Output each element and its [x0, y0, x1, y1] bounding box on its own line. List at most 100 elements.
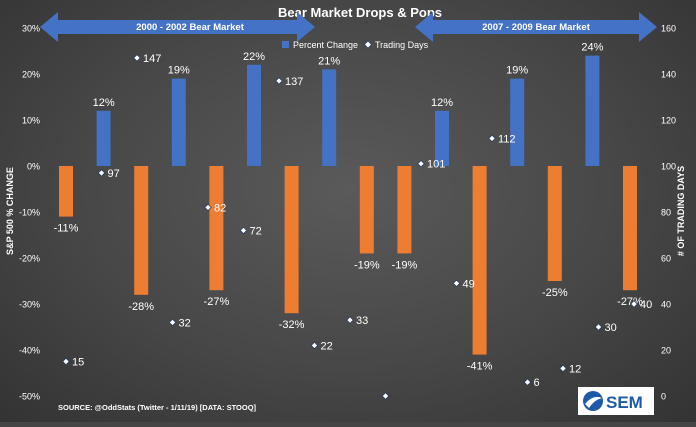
sem-logo: SEM	[578, 387, 654, 415]
y2-tick-label: 40	[661, 300, 671, 310]
y2-tick-label: 120	[661, 116, 676, 126]
y-tick-label: -40%	[19, 346, 40, 356]
y2-tick-label: 60	[661, 254, 671, 264]
legend-swatch-percent	[282, 41, 289, 48]
trading-day-point	[275, 77, 283, 85]
bar-data-label: 12%	[431, 97, 453, 109]
bar-data-label: -41%	[467, 361, 493, 373]
y2-tick-label: 20	[661, 346, 671, 356]
y-tick-label: -10%	[19, 208, 40, 218]
bar	[359, 166, 374, 254]
bar-data-label: 12%	[93, 97, 115, 109]
y2-axis-title: # OF TRADING DAYS	[676, 166, 686, 256]
trading-day-point	[239, 226, 248, 235]
bar-data-label: 19%	[506, 65, 528, 77]
bar	[171, 78, 186, 166]
bar	[284, 166, 299, 314]
trading-day-point	[488, 134, 496, 143]
bar-data-label: -11%	[54, 223, 79, 235]
trading-day-point	[559, 364, 567, 373]
point-data-label: 6	[534, 377, 540, 389]
period-label: 2000 - 2002 Bear Market	[136, 22, 245, 33]
trading-day-point	[346, 316, 354, 324]
point-data-label: 137	[285, 76, 303, 88]
legend-label-percent: Percent Change	[293, 40, 358, 50]
arrow-shape	[415, 12, 657, 42]
bar-data-label: -19%	[354, 259, 380, 271]
bar-data-label: 21%	[318, 55, 340, 67]
point-data-label: 101	[427, 159, 445, 171]
arrow-shape	[40, 12, 315, 42]
point-data-label: 33	[356, 315, 368, 327]
trading-day-point	[62, 357, 70, 366]
y2-tick-label: 100	[661, 162, 676, 172]
bar-data-label: 22%	[243, 51, 265, 63]
point-data-label: 72	[250, 225, 262, 237]
bar-data-label: -28%	[128, 301, 154, 313]
legend-label-days: Trading Days	[375, 40, 429, 50]
bar-data-label: -27%	[617, 296, 643, 308]
bars: -11% 12% -28% 19% -27% 22% -32% 21% -19% -19% 12% -…	[54, 42, 643, 373]
trading-day-point	[97, 169, 106, 177]
logo-swoosh-icon	[585, 396, 602, 408]
trading-day-point	[381, 392, 390, 400]
point-data-label: 97	[108, 168, 120, 180]
trading-day-point	[417, 160, 425, 168]
y-tick-label: -20%	[19, 254, 40, 264]
bar	[134, 166, 149, 295]
bar-data-label: 19%	[168, 65, 190, 77]
bar-data-label: 24%	[581, 42, 603, 54]
legend-marker-days	[364, 40, 372, 49]
bar	[397, 166, 412, 254]
y2-tick-label: 160	[661, 24, 676, 34]
trading-day-point	[630, 300, 638, 308]
legend: Percent Change Trading Days	[282, 40, 429, 50]
y-tick-label: 10%	[22, 116, 40, 126]
bar	[247, 64, 261, 166]
bar	[510, 78, 525, 166]
y-tick-label: 0%	[27, 162, 40, 172]
point-data-label: 30	[605, 322, 617, 334]
bar-data-label: -25%	[542, 287, 568, 299]
trading-day-points: 15 97 147 32 82 72 137 22 33 101 49 112 6 12 30 40	[62, 53, 652, 400]
bar-data-label: -27%	[204, 296, 230, 308]
point-data-label: 40	[640, 299, 652, 311]
point-data-label: 82	[214, 202, 226, 214]
point-data-label: 12	[569, 363, 581, 375]
point-data-label: 22	[321, 340, 333, 352]
y-tick-label: 20%	[22, 70, 40, 80]
trading-day-point	[310, 341, 319, 350]
point-data-label: 15	[72, 357, 84, 369]
source-note: SOURCE: @OddStats (Twitter - 1/11/19) [D…	[58, 403, 257, 412]
bar	[96, 110, 111, 166]
chart-title: Bear Market Drops & Pops	[278, 5, 442, 20]
point-data-label: 49	[463, 278, 475, 290]
y-axis-title: S&P 500 % CHANGE	[5, 167, 15, 255]
trading-day-point	[168, 318, 177, 327]
bar	[585, 55, 600, 166]
bar	[547, 166, 562, 281]
logo-text: SEM	[606, 393, 643, 412]
bar	[59, 166, 73, 217]
period-arrow-2007: 2007 - 2009 Bear Market	[415, 12, 657, 42]
y-tick-label: 30%	[22, 24, 40, 34]
y2-tick-label: 140	[661, 70, 676, 80]
y-tick-label: -50%	[19, 392, 40, 402]
y2-tick-label: 80	[661, 208, 671, 218]
y2-tick-label: 0	[661, 392, 666, 402]
bar-data-label: -32%	[279, 319, 305, 331]
y-tick-label: -30%	[19, 300, 40, 310]
bar	[322, 69, 337, 166]
point-data-label: 112	[498, 133, 516, 145]
bar	[623, 166, 637, 291]
bar	[435, 110, 449, 166]
trading-day-point	[133, 54, 141, 62]
trading-day-point	[452, 279, 461, 287]
period-arrow-2000: 2000 - 2002 Bear Market	[40, 12, 315, 42]
bar	[472, 166, 487, 355]
period-label: 2007 - 2009 Bear Market	[482, 22, 591, 33]
trading-day-point	[523, 378, 532, 386]
